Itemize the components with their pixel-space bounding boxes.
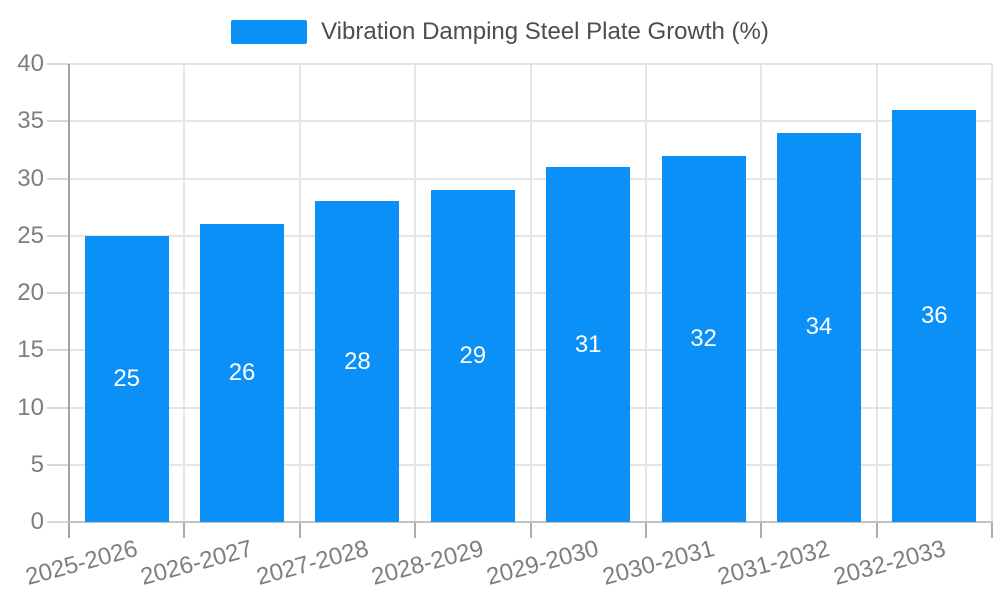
x-axis-tick bbox=[183, 522, 186, 538]
x-gridline bbox=[760, 64, 763, 522]
y-axis-tick bbox=[47, 234, 69, 237]
x-axis-tick bbox=[644, 522, 647, 538]
bar-2027-2028[interactable] bbox=[315, 201, 400, 522]
legend-label: Vibration Damping Steel Plate Growth (%) bbox=[321, 18, 769, 45]
y-axis-tick bbox=[47, 349, 69, 352]
y-axis-tick-label: 40 bbox=[17, 50, 44, 77]
y-axis-tick bbox=[47, 292, 69, 294]
bar-2029-2030[interactable] bbox=[546, 167, 631, 522]
y-axis-tick-label: 30 bbox=[17, 164, 44, 192]
x-axis-label: 2032-2033 bbox=[830, 535, 949, 591]
legend-swatch bbox=[231, 20, 308, 44]
bar-2026-2027[interactable] bbox=[200, 224, 285, 522]
bar-2031-2032[interactable] bbox=[776, 132, 861, 522]
legend-item[interactable]: Vibration Damping Steel Plate Growth (%) bbox=[0, 16, 1000, 48]
x-gridline bbox=[644, 64, 647, 522]
x-axis-label: 2026-2027 bbox=[137, 535, 256, 591]
y-axis-tick bbox=[47, 521, 69, 523]
x-gridline bbox=[991, 64, 993, 522]
x-axis-tick bbox=[414, 522, 417, 538]
bar-2025-2026[interactable] bbox=[84, 235, 169, 522]
x-gridline bbox=[875, 64, 878, 522]
x-axis-label: 2031-2032 bbox=[714, 535, 833, 591]
x-axis-tick bbox=[760, 522, 763, 538]
y-axis-tick-label: 35 bbox=[17, 107, 44, 135]
x-axis-line bbox=[68, 521, 993, 523]
x-axis-label: 2029-2030 bbox=[484, 535, 602, 591]
x-axis-label: 2025-2026 bbox=[22, 535, 141, 591]
bar-2030-2031[interactable] bbox=[661, 155, 746, 522]
x-axis-tick bbox=[875, 522, 878, 538]
y-axis-tick-label: 15 bbox=[17, 336, 44, 364]
y-axis-tick bbox=[47, 463, 69, 466]
x-axis-tick bbox=[298, 522, 301, 538]
bar-2028-2029[interactable] bbox=[430, 189, 515, 522]
x-axis-tick bbox=[529, 522, 532, 538]
x-axis-label: 2028-2029 bbox=[368, 535, 487, 591]
y-axis-line bbox=[68, 64, 70, 538]
x-gridline bbox=[414, 64, 417, 522]
x-gridline bbox=[298, 64, 301, 522]
x-axis-label: 2027-2028 bbox=[253, 535, 372, 591]
y-axis-tick bbox=[47, 63, 69, 65]
y-axis-tick-label: 10 bbox=[17, 393, 44, 421]
x-axis-label: 2030-2031 bbox=[599, 535, 718, 591]
x-gridline bbox=[529, 64, 532, 522]
x-gridline bbox=[183, 64, 186, 522]
x-axis-tick bbox=[991, 522, 993, 538]
y-axis-tick-label: 0 bbox=[30, 508, 44, 535]
y-axis-tick-label: 5 bbox=[30, 450, 44, 478]
y-axis-tick bbox=[47, 177, 69, 180]
y-axis-tick bbox=[47, 120, 69, 123]
y-axis-tick-label: 25 bbox=[17, 221, 44, 249]
y-axis-tick-label: 20 bbox=[17, 279, 44, 306]
y-axis-tick bbox=[47, 406, 69, 409]
bar-2032-2033[interactable] bbox=[892, 109, 977, 522]
